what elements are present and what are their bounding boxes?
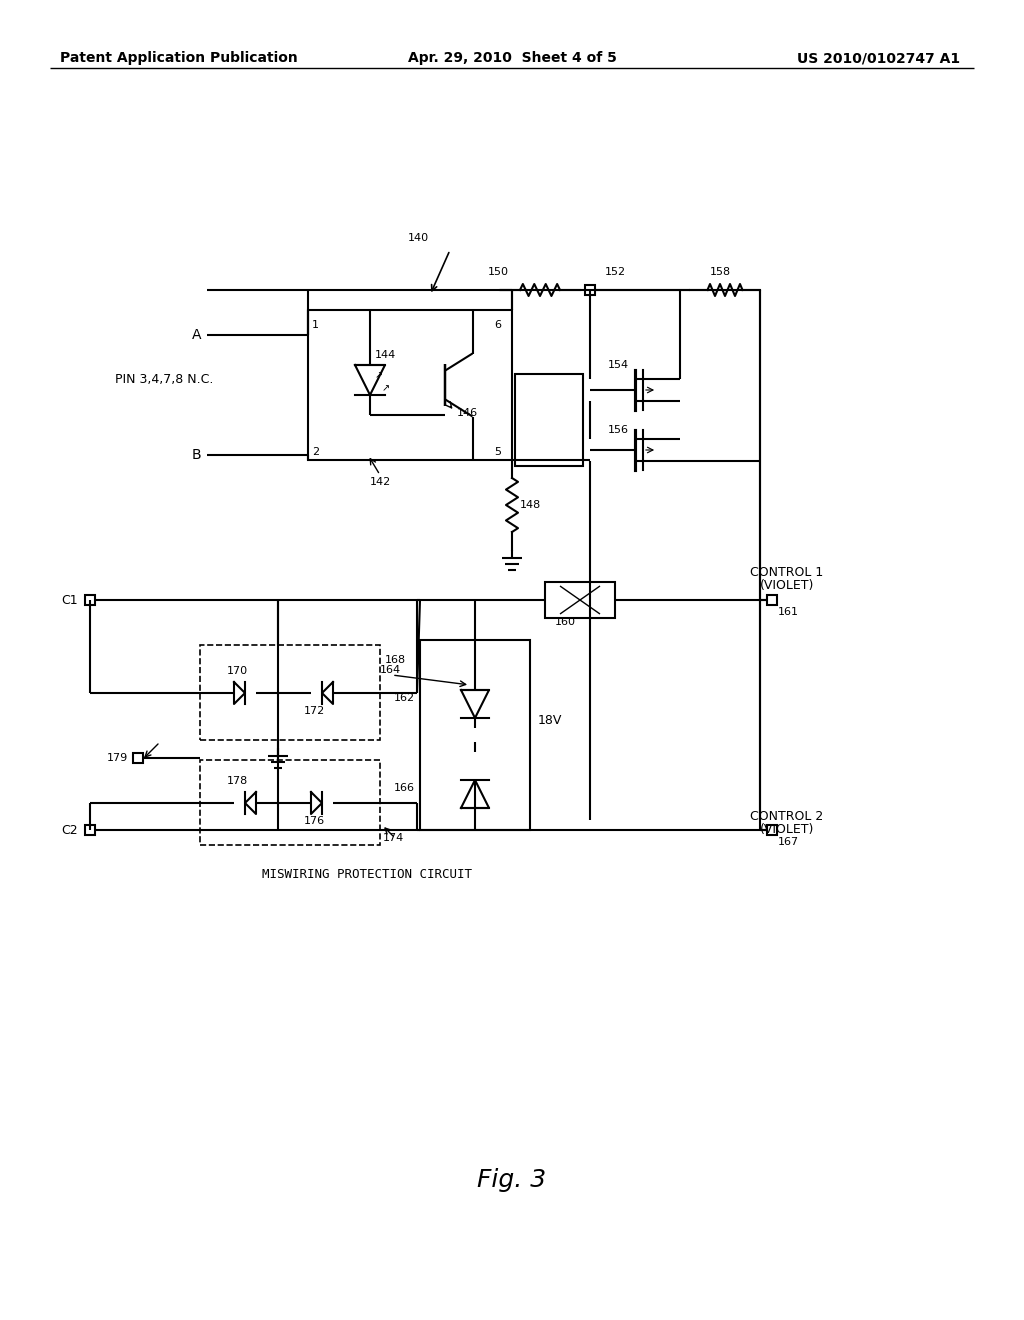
Bar xyxy=(767,595,777,605)
Text: (VIOLET): (VIOLET) xyxy=(760,579,814,593)
Text: 178: 178 xyxy=(226,776,248,785)
Text: 162: 162 xyxy=(394,693,415,704)
Text: PIN 3,4,7,8 N.C.: PIN 3,4,7,8 N.C. xyxy=(115,374,213,387)
Text: Fig. 3: Fig. 3 xyxy=(477,1168,547,1192)
Text: CONTROL 1: CONTROL 1 xyxy=(750,565,823,578)
Text: 179: 179 xyxy=(106,752,128,763)
Bar xyxy=(308,310,512,459)
Text: Patent Application Publication: Patent Application Publication xyxy=(60,51,298,65)
Text: 170: 170 xyxy=(226,667,248,676)
Text: 152: 152 xyxy=(605,267,626,277)
Text: 148: 148 xyxy=(520,500,542,510)
Text: 18V: 18V xyxy=(538,714,562,726)
Text: CONTROL 2: CONTROL 2 xyxy=(750,809,823,822)
Text: US 2010/0102747 A1: US 2010/0102747 A1 xyxy=(797,51,961,65)
Text: 160: 160 xyxy=(555,616,575,627)
Text: (VIOLET): (VIOLET) xyxy=(760,824,814,837)
Text: C1: C1 xyxy=(61,594,78,606)
Bar xyxy=(545,582,615,618)
Bar xyxy=(133,752,143,763)
Text: 150: 150 xyxy=(488,267,509,277)
Text: 1: 1 xyxy=(312,319,319,330)
Text: 174: 174 xyxy=(383,833,404,843)
Bar xyxy=(767,825,777,836)
Text: 6: 6 xyxy=(494,319,501,330)
Text: Apr. 29, 2010  Sheet 4 of 5: Apr. 29, 2010 Sheet 4 of 5 xyxy=(408,51,616,65)
Bar xyxy=(85,825,95,836)
Bar xyxy=(85,595,95,605)
Text: 176: 176 xyxy=(303,816,325,826)
Text: 166: 166 xyxy=(394,783,415,793)
Text: ↗: ↗ xyxy=(375,370,383,380)
Text: 164: 164 xyxy=(380,665,401,675)
Text: 144: 144 xyxy=(375,350,396,360)
Text: ↗: ↗ xyxy=(382,383,390,393)
Text: 154: 154 xyxy=(608,360,629,370)
Text: C2: C2 xyxy=(61,824,78,837)
Text: 5: 5 xyxy=(494,447,501,457)
Text: 172: 172 xyxy=(303,706,325,715)
Text: 167: 167 xyxy=(778,837,799,847)
Text: B: B xyxy=(193,447,202,462)
Text: 142: 142 xyxy=(370,477,391,487)
Bar xyxy=(585,285,595,294)
Bar xyxy=(515,374,583,466)
Bar xyxy=(200,645,380,741)
Text: A: A xyxy=(193,327,202,342)
Text: 140: 140 xyxy=(408,234,429,243)
Text: 158: 158 xyxy=(710,267,731,277)
Bar xyxy=(420,640,530,830)
Text: 156: 156 xyxy=(608,425,629,436)
Text: 2: 2 xyxy=(312,447,319,457)
Text: 168: 168 xyxy=(385,655,407,665)
Text: 161: 161 xyxy=(778,607,799,616)
Text: MISWIRING PROTECTION CIRCUIT: MISWIRING PROTECTION CIRCUIT xyxy=(262,869,472,882)
Bar xyxy=(200,760,380,845)
Text: 146: 146 xyxy=(457,408,478,418)
